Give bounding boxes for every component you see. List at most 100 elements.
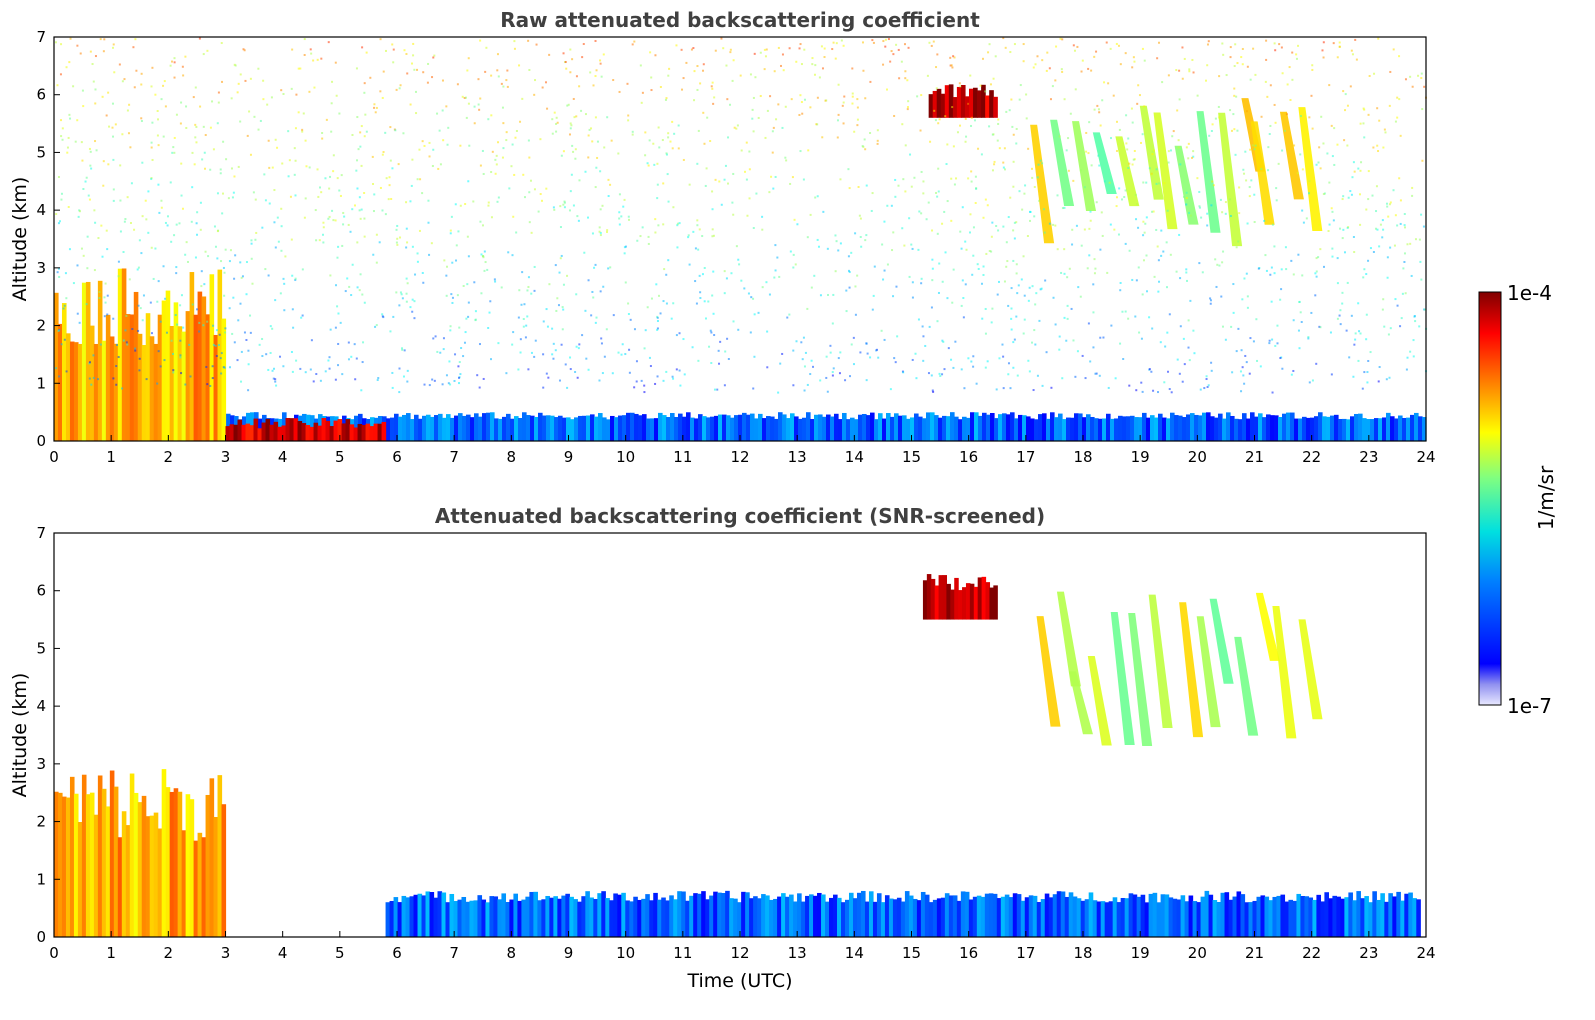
noise-speck (372, 210, 375, 213)
streak (1056, 591, 1081, 687)
cell (902, 415, 907, 441)
cell (422, 415, 427, 441)
cell (706, 417, 711, 441)
noise-speck (1148, 368, 1151, 371)
noise-speck (201, 158, 204, 161)
noise-speck (303, 216, 306, 219)
cell (930, 412, 935, 441)
noise-speck (693, 99, 696, 102)
noise-speck (951, 301, 954, 304)
noise-speck (263, 173, 266, 176)
noise-speck (159, 365, 162, 368)
noise-speck (214, 245, 217, 248)
noise-speck (102, 184, 105, 187)
noise-speck (1181, 77, 1184, 80)
noise-speck (515, 231, 518, 234)
noise-speck (416, 178, 419, 181)
noise-speck (885, 88, 888, 91)
noise-speck (501, 156, 504, 159)
noise-speck (486, 268, 489, 271)
noise-speck (723, 384, 726, 387)
noise-speck (117, 275, 120, 278)
cell (880, 902, 886, 937)
noise-speck (480, 292, 483, 295)
cell (757, 898, 762, 937)
noise-speck (764, 55, 767, 58)
noise-speck (198, 330, 201, 333)
noise-speck (906, 108, 909, 111)
noise-speck (911, 358, 914, 361)
cell (1196, 902, 1202, 937)
noise-speck (219, 172, 222, 175)
cell (165, 787, 171, 937)
noise-speck (1361, 387, 1364, 390)
noise-speck (409, 306, 412, 309)
noise-speck (297, 67, 300, 70)
noise-speck (1270, 300, 1273, 303)
noise-speck (1297, 329, 1300, 332)
noise-speck (852, 363, 855, 366)
noise-speck (1339, 323, 1342, 326)
noise-speck (1386, 205, 1389, 208)
noise-speck (1198, 190, 1201, 193)
noise-speck (928, 41, 931, 44)
noise-speck (921, 325, 924, 328)
cell (57, 792, 63, 937)
noise-speck (729, 103, 732, 106)
noise-speck (539, 138, 542, 141)
noise-speck (54, 41, 57, 44)
noise-speck (334, 326, 337, 329)
noise-speck (696, 224, 699, 227)
noise-speck (150, 141, 153, 144)
cell (1240, 894, 1246, 937)
cell (686, 412, 691, 441)
noise-speck (400, 293, 403, 296)
noise-speck (185, 105, 188, 108)
cell (1040, 899, 1046, 937)
noise-speck (211, 377, 214, 380)
cell (481, 899, 487, 937)
cell (494, 418, 499, 441)
noise-speck (1328, 181, 1331, 184)
noise-speck (602, 53, 605, 56)
noise-speck (976, 263, 979, 266)
noise-speck (1419, 260, 1422, 263)
noise-speck (1034, 150, 1037, 153)
noise-speck (1183, 363, 1186, 366)
noise-speck (403, 349, 406, 352)
noise-speck (375, 324, 378, 327)
noise-speck (457, 230, 460, 233)
noise-speck (228, 260, 231, 263)
noise-speck (599, 170, 602, 173)
noise-speck (1346, 226, 1349, 229)
streak (1128, 613, 1153, 747)
noise-speck (862, 145, 865, 148)
y-tick-label: 5 (36, 143, 46, 161)
noise-speck (60, 198, 63, 201)
noise-speck (272, 377, 275, 380)
noise-speck (951, 66, 954, 69)
noise-speck (1134, 315, 1137, 318)
noise-speck (698, 228, 701, 231)
noise-speck (1308, 116, 1311, 119)
noise-speck (996, 293, 999, 296)
noise-speck (60, 343, 63, 346)
cell (928, 94, 934, 118)
noise-speck (1002, 387, 1005, 390)
cell (465, 901, 471, 937)
noise-speck (711, 87, 714, 90)
cell (201, 837, 207, 937)
noise-speck (305, 165, 308, 168)
noise-speck (1403, 252, 1406, 255)
noise-speck (1389, 246, 1392, 249)
noise-speck (673, 132, 676, 135)
noise-speck (1240, 349, 1243, 352)
noise-speck (156, 110, 159, 113)
cell (397, 902, 403, 937)
noise-speck (394, 129, 397, 132)
noise-speck (340, 174, 343, 177)
cell (1394, 418, 1399, 441)
noise-speck (80, 247, 83, 250)
noise-speck (1232, 283, 1235, 286)
noise-speck (294, 159, 297, 162)
